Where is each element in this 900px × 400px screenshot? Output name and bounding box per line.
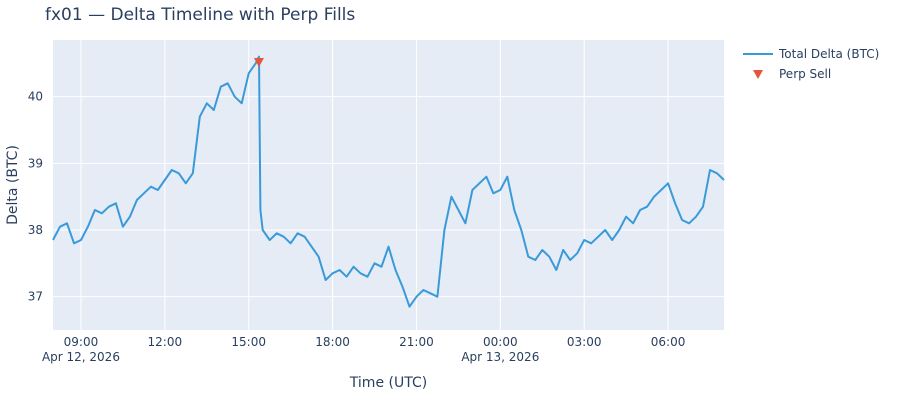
y-tick-label: 37 — [28, 290, 43, 304]
x-tick-label: 15:00 — [231, 335, 266, 349]
legend-label: Total Delta (BTC) — [778, 47, 879, 61]
x-tick-label: 06:00 — [651, 335, 686, 349]
legend-marker-swatch — [753, 70, 763, 79]
y-tick-label: 38 — [28, 223, 43, 237]
y-tick-label: 40 — [28, 90, 43, 104]
x-tick-label: 12:00 — [148, 335, 183, 349]
legend: Total Delta (BTC) Perp Sell — [743, 47, 879, 81]
grid — [53, 40, 724, 330]
perp-sell-marker — [253, 58, 264, 67]
x-axis-title: Time (UTC) — [349, 375, 427, 391]
total-delta-line — [52, 55, 725, 308]
x-tick-date-label: Apr 13, 2026 — [461, 350, 539, 364]
plot-series — [52, 55, 725, 308]
x-tick-label: 09:00 — [64, 335, 99, 349]
plot-area[interactable] — [53, 40, 724, 330]
chart-title: fx01 — Delta Timeline with Perp Fills — [45, 5, 355, 25]
y-axis: 37 38 39 40 — [28, 90, 43, 304]
x-tick-label: 03:00 — [567, 335, 602, 349]
y-tick-label: 39 — [28, 156, 43, 170]
x-tick-label: 18:00 — [315, 335, 350, 349]
x-tick-label: 00:00 — [483, 335, 518, 349]
x-tick-date-label: Apr 12, 2026 — [42, 350, 120, 364]
legend-label: Perp Sell — [779, 67, 831, 81]
x-tick-label: 21:00 — [399, 335, 434, 349]
y-axis-title: Delta (BTC) — [5, 145, 21, 225]
